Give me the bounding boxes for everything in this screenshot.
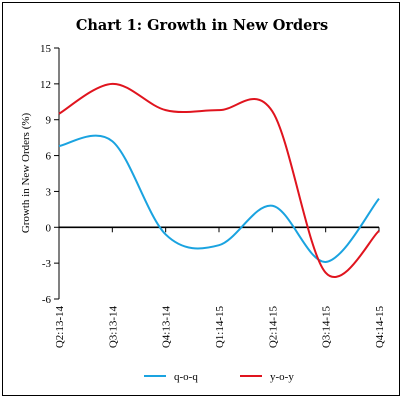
y-tick-label: 0 [46, 222, 52, 234]
x-tick-label: Q1:14-15 [214, 306, 226, 349]
x-tick-label: Q4:13-14 [161, 306, 173, 349]
series-line-q-o-q [59, 136, 379, 262]
y-tick-label: 12 [40, 79, 51, 91]
x-tick-label: Q3:13-14 [107, 306, 119, 349]
y-tick-label: 6 [46, 151, 52, 163]
chart-title: Chart 1: Growth in New Orders [76, 17, 328, 34]
x-tick-label: Q2:14-15 [267, 306, 279, 349]
x-tick-label: Q4:14-15 [374, 306, 386, 349]
series-group [59, 84, 379, 277]
y-tick-label: -6 [42, 294, 52, 306]
legend-label-y-o-y: y-o-y [270, 371, 294, 383]
series-line-y-o-y [59, 84, 379, 277]
x-tick-label: Q3:14-15 [321, 306, 333, 349]
y-tick-label: 3 [46, 186, 52, 198]
axes: 15 12 9 6 3 0 -3 -6Q2:13-14 Q3:13-14 Q4:13-14 Q1:1… [40, 43, 386, 348]
y-tick-label: -3 [42, 258, 52, 270]
y-tick-label: 9 [46, 115, 52, 127]
legend: q-o-q y-o-y [144, 371, 294, 383]
y-axis-label: Growth in New Orders (%) [20, 112, 32, 233]
x-tick-label: Q2:13-14 [54, 306, 66, 349]
legend-label-q-o-q: q-o-q [174, 371, 198, 383]
y-tick-label: 15 [40, 43, 52, 55]
